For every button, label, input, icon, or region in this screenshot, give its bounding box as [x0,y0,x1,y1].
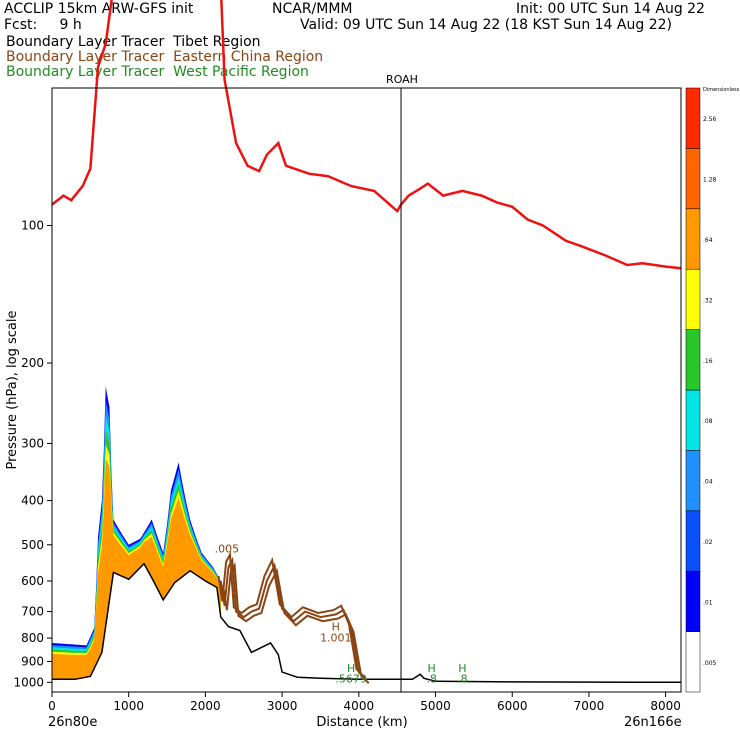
contour-label: H [428,662,436,675]
contour-label: .5679 [335,672,367,685]
colorbar-level-label: .08 [703,418,713,425]
x-tick-label: 7000 [574,699,605,713]
forecast-hour: Fcst: 9 h [4,17,82,33]
x-start-label: 26n80e [48,715,97,730]
y-tick-label: 700 [21,605,44,619]
colorbar-swatch [685,87,701,149]
y-tick-label: 400 [21,494,44,508]
y-tick-label: 100 [21,219,44,233]
tracer-legend-tibet: Boundary Layer Tracer Tibet Region [6,34,261,50]
colorbar-level-label: .32 [703,297,713,304]
x-tick-label: 3000 [267,699,298,713]
colorbar-swatch [685,329,701,391]
colorbar-swatch [685,268,701,330]
y-tick-label: 900 [21,654,44,668]
chart-header: ACCLIP 15km ARW-GFS init NCAR/MMM Init: … [0,0,740,90]
plot-frame [51,87,682,693]
colorbar-level-label: .02 [703,539,713,546]
y-axis-title: Pressure (hPa), log scale [5,311,20,470]
center-title: NCAR/MMM [272,1,353,17]
contour-label: 1.001 [320,632,352,645]
colorbar-level-label: 1.28 [703,177,717,184]
colorbar-title: Dimensionless [703,87,740,93]
eastern-china-contour [222,562,370,684]
contour-label: H [458,662,466,675]
tracer-legend-eastern-china: Boundary Layer Tracer Eastern China Regi… [6,49,324,65]
y-tick-label: 200 [21,356,44,370]
contour-label: .005 [215,543,240,556]
colorbar-swatch [685,148,701,210]
colorbar-swatch [685,631,701,693]
y-tick-label: 500 [21,538,44,552]
y-tick-label: 600 [21,574,44,588]
x-tick-label: 0 [48,699,56,713]
x-end-label: 26n166e [624,715,682,730]
tibet-tracer-band [52,459,221,680]
contour-label: .8 [426,672,437,685]
x-tick-label: 4000 [344,699,375,713]
colorbar-level-label: .64 [703,237,713,244]
x-axis-title: Distance (km) [316,715,407,730]
colorbar: .005 .01 .02 .04 .08 .16 .32 .64 1.28 2.56 Dimensi… [685,87,740,693]
colorbar-level-label: 2.56 [703,116,717,123]
contour-label: .8 [457,672,468,685]
contour-label: H [347,662,355,675]
x-tick-label: 8000 [650,699,681,713]
tropopause-line [51,0,682,270]
model-title: ACCLIP 15km ARW-GFS init [4,1,194,17]
valid-time: Valid: 09 UTC Sun 14 Aug 22 (18 KST Sun … [300,17,672,33]
y-tick-label: 800 [21,631,44,645]
tibet-tracer-band [52,401,221,680]
x-tick-label: 5000 [420,699,451,713]
tibet-tracer-band [52,386,221,680]
colorbar-level-label: .01 [703,599,713,606]
x-tick-label: 6000 [497,699,528,713]
y-tick-label: 1000 [13,675,44,689]
colorbar-swatch [685,450,701,512]
station-label: ROAH [386,73,418,86]
eastern-china-contour [217,550,365,678]
terrain-line [52,562,682,684]
eastern-china-contour [219,556,368,681]
colorbar-swatch [685,570,701,632]
contour-label: H [332,620,340,633]
x-tick-label: 2000 [190,699,221,713]
colorbar-level-label: .005 [703,660,717,667]
colorbar-level-label: .16 [703,358,713,365]
colorbar-swatch [685,389,701,451]
colorbar-level-label: .04 [703,479,713,486]
colorbar-swatch [685,510,701,572]
y-tick-label: 300 [21,436,44,450]
x-tick-label: 1000 [113,699,144,713]
colorbar-swatch [685,208,701,270]
init-time: Init: 00 UTC Sun 14 Aug 22 [516,1,705,17]
